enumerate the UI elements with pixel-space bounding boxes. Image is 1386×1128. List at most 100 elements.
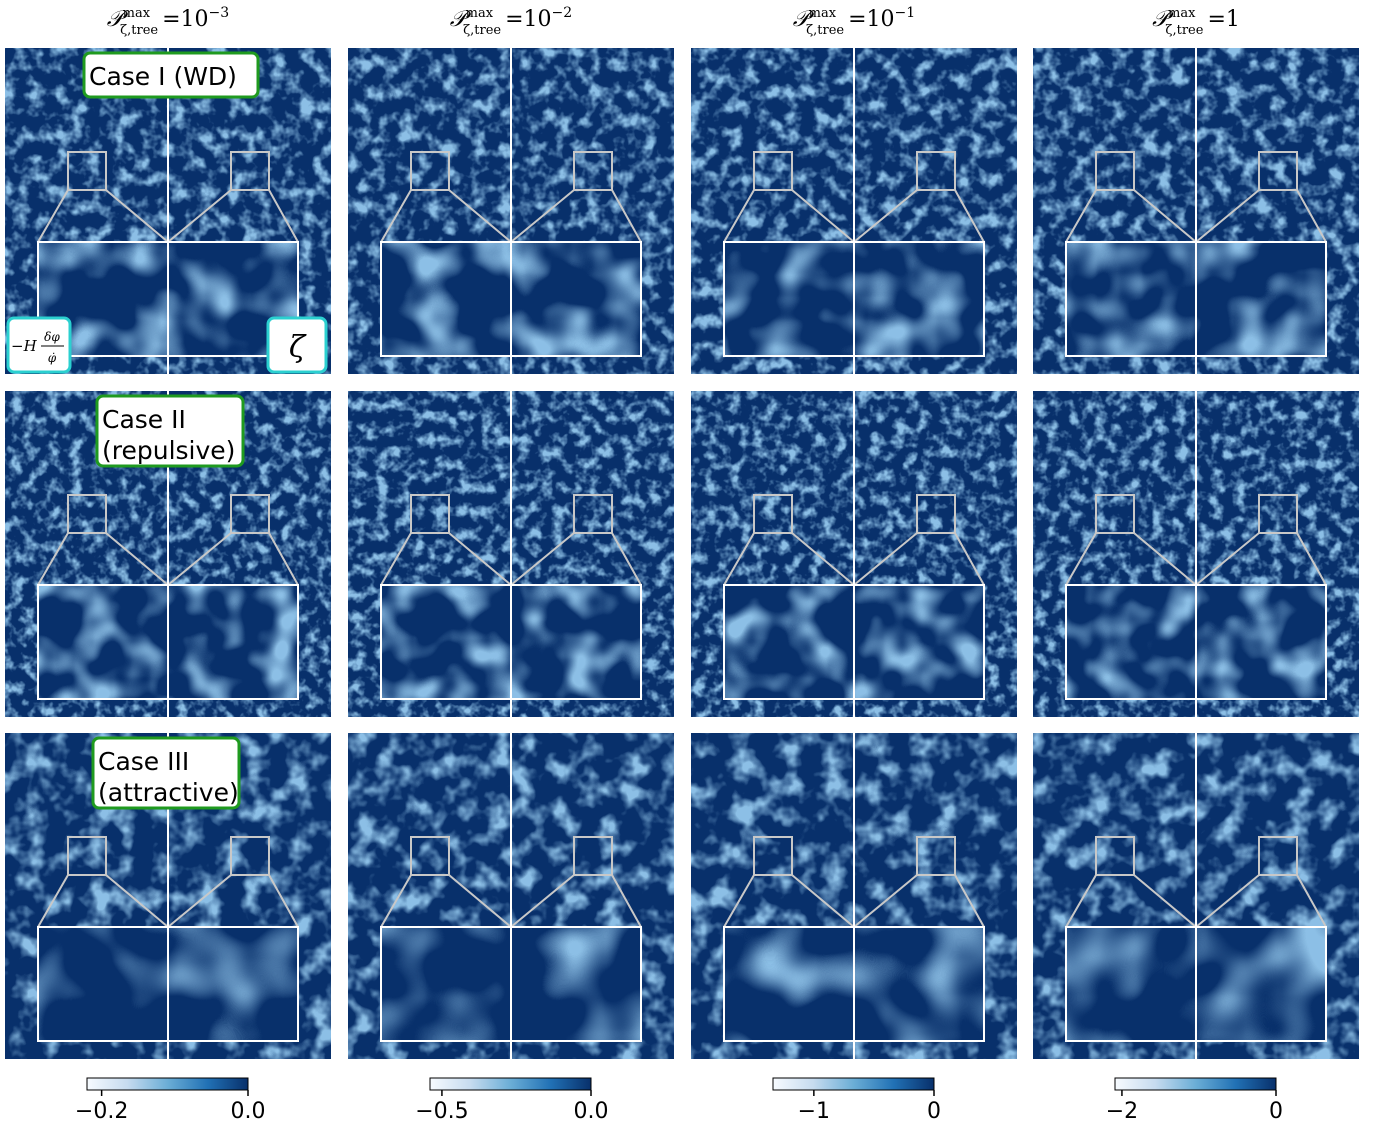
field-label-box xyxy=(266,316,328,374)
zoom-box xyxy=(753,836,793,876)
zoom-line xyxy=(1065,874,1097,928)
inset-left xyxy=(381,927,511,1041)
zoom-line xyxy=(510,189,575,243)
zoom-line xyxy=(791,874,855,928)
title-sub: ζ,tree xyxy=(463,23,501,38)
zoom-line xyxy=(105,874,169,928)
title-value: 10 xyxy=(524,7,552,32)
zoom-line xyxy=(1296,189,1327,243)
zoom-box xyxy=(916,151,956,191)
zoom-line xyxy=(448,189,512,243)
inset-right xyxy=(854,927,984,1041)
zoom-line xyxy=(791,532,855,586)
zoom-line xyxy=(167,874,232,928)
inset-right xyxy=(854,242,984,356)
column-title: 𝒫max ζ,tree =10−3 xyxy=(107,5,229,38)
title-sup: max xyxy=(466,6,494,21)
zoom-box xyxy=(1258,836,1298,876)
zoom-line xyxy=(380,189,412,243)
zoom-line xyxy=(37,874,69,928)
title-sub: ζ,tree xyxy=(1165,23,1203,38)
zoom-line xyxy=(611,874,642,928)
inset-right xyxy=(511,585,641,699)
zoom-line xyxy=(37,189,69,243)
zoom-line xyxy=(611,189,642,243)
zoom-box xyxy=(753,151,793,191)
title-sup: max xyxy=(123,6,151,21)
zoom-line xyxy=(1133,189,1197,243)
panel xyxy=(5,733,331,1059)
inset-left xyxy=(381,585,511,699)
zoom-box xyxy=(410,836,450,876)
panel xyxy=(348,391,674,717)
colorbar-tick-label: 0.0 xyxy=(231,1099,266,1124)
case-label: Case II xyxy=(102,405,186,434)
field-label-numerator: δφ xyxy=(44,330,60,344)
zoom-line xyxy=(611,532,642,586)
panel xyxy=(1033,391,1359,717)
zoom-box xyxy=(573,836,613,876)
case-label: (attractive) xyxy=(98,778,239,807)
colorbar-tick-label: −0.2 xyxy=(75,1099,128,1124)
case-label-box xyxy=(95,394,245,468)
colorbar xyxy=(429,1077,592,1091)
zoom-box xyxy=(1095,151,1135,191)
zoom-line xyxy=(380,874,412,928)
zoom-line xyxy=(954,874,985,928)
zoom-box xyxy=(916,836,956,876)
title-exponent: −3 xyxy=(209,5,230,21)
zoom-line xyxy=(1195,532,1260,586)
colorbar-tick-label: 0.0 xyxy=(574,1099,609,1124)
inset-left xyxy=(1066,585,1196,699)
zoom-box xyxy=(1258,151,1298,191)
zoom-box xyxy=(1095,836,1135,876)
inset-left xyxy=(1066,242,1196,356)
panel xyxy=(691,733,1017,1059)
zoom-line xyxy=(954,189,985,243)
case-label: Case III xyxy=(98,747,189,776)
zoom-box xyxy=(573,494,613,534)
zoom-line xyxy=(1133,874,1197,928)
zoom-line xyxy=(37,532,69,586)
title-sup: max xyxy=(1168,6,1196,21)
zoom-line xyxy=(380,532,412,586)
title-exponent: −1 xyxy=(895,5,916,21)
zoom-line xyxy=(167,532,232,586)
zoom-box xyxy=(230,836,270,876)
title-relation: = xyxy=(505,7,523,32)
colorbar-tick-label: 0 xyxy=(1269,1099,1283,1124)
zoom-box xyxy=(1258,494,1298,534)
inset-right xyxy=(1196,242,1326,356)
colorbar-tick-label: −1 xyxy=(798,1099,830,1124)
inset-left xyxy=(724,242,854,356)
zoom-line xyxy=(723,189,755,243)
inset-left xyxy=(1066,927,1196,1041)
column-title: 𝒫max ζ,tree =1 xyxy=(1152,6,1240,38)
title-sup: max xyxy=(809,6,837,21)
zoom-line xyxy=(268,874,299,928)
column-title: 𝒫max ζ,tree =10−2 xyxy=(450,5,572,38)
zoom-box xyxy=(67,494,107,534)
inset-right xyxy=(854,585,984,699)
zoom-box xyxy=(1095,494,1135,534)
inset-left xyxy=(724,927,854,1041)
zoom-line xyxy=(723,874,755,928)
panel xyxy=(1033,733,1359,1059)
colorbar xyxy=(772,1077,935,1091)
zoom-line xyxy=(723,532,755,586)
inset-right xyxy=(168,585,298,699)
zoom-line xyxy=(1195,874,1260,928)
zoom-line xyxy=(105,189,169,243)
zoom-line xyxy=(510,874,575,928)
zoom-box xyxy=(230,151,270,191)
zoom-line xyxy=(791,189,855,243)
panel xyxy=(5,48,331,374)
zoom-box xyxy=(573,151,613,191)
zoom-line xyxy=(853,874,918,928)
zoom-box xyxy=(410,494,450,534)
zoom-line xyxy=(1296,532,1327,586)
inset-right xyxy=(1196,927,1326,1041)
zoom-line xyxy=(1133,532,1197,586)
inset-left xyxy=(38,585,168,699)
zoom-line xyxy=(853,532,918,586)
